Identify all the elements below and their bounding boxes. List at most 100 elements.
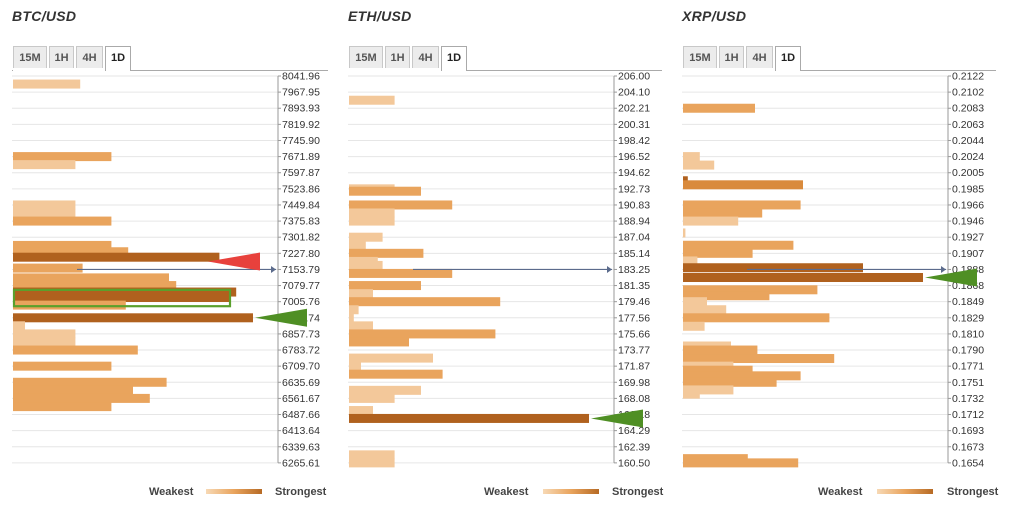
xrp-legend-strongest: Strongest bbox=[947, 486, 999, 498]
eth-price-label: 185.14 bbox=[618, 248, 650, 260]
xrp-tab-1d[interactable]: 1D bbox=[775, 46, 801, 71]
btc-price-label: 7227.80 bbox=[282, 248, 320, 260]
eth-price-label: 169.98 bbox=[618, 377, 650, 389]
btc-confluence-bar bbox=[13, 377, 167, 387]
btc-price-label: 6561.67 bbox=[282, 393, 320, 405]
btc-price-label: 7893.93 bbox=[282, 103, 320, 115]
xrp-price-label: 0.2102 bbox=[952, 87, 984, 99]
btc-confluence-bar bbox=[13, 402, 112, 412]
eth-price-label: 179.46 bbox=[618, 296, 650, 308]
btc-tab-1d[interactable]: 1D bbox=[105, 46, 131, 71]
eth-confluence-bar bbox=[349, 305, 359, 315]
eth-legend-weakest: Weakest bbox=[484, 486, 529, 498]
btc-price-label: 7597.87 bbox=[282, 167, 320, 179]
eth-price-label: 168.08 bbox=[618, 393, 650, 405]
eth-price-label: 164.29 bbox=[618, 425, 650, 437]
xrp-confluence-bar bbox=[683, 354, 835, 364]
xrp-price-label: 0.1712 bbox=[952, 409, 984, 421]
btc-price-label: 7745.90 bbox=[282, 135, 320, 147]
btc-legend-gradient bbox=[206, 489, 262, 494]
eth-price-label: 188.94 bbox=[618, 216, 650, 228]
xrp-confluence-bar bbox=[683, 160, 715, 170]
btc-confluence-bar bbox=[13, 263, 83, 273]
eth-confluence-bar bbox=[349, 329, 496, 339]
eth-legend-gradient bbox=[543, 489, 599, 494]
eth-confluence-bar bbox=[349, 450, 395, 460]
btc-highlight-box bbox=[12, 288, 232, 308]
eth-confluence-bar bbox=[349, 385, 421, 395]
xrp-price-label: 0.1771 bbox=[952, 361, 984, 373]
eth-tab-15m[interactable]: 15M bbox=[349, 46, 383, 68]
btc-confluence-bar bbox=[13, 321, 25, 331]
xrp-price-label: 0.1732 bbox=[952, 393, 984, 405]
btc-price-label: 7153.79 bbox=[282, 264, 320, 276]
eth-confluence-bar bbox=[349, 95, 395, 105]
xrp-tab-1h[interactable]: 1H bbox=[719, 46, 744, 68]
btc-confluence-bar bbox=[13, 200, 76, 210]
xrp-confluence-bar bbox=[683, 345, 758, 355]
btc-price-label: 7523.86 bbox=[282, 183, 320, 195]
btc-price-label: 6339.63 bbox=[282, 441, 320, 453]
xrp-confluence-bar bbox=[683, 208, 763, 218]
btc-legend-strongest: Strongest bbox=[275, 486, 327, 498]
btc-confluence-bar bbox=[13, 216, 112, 226]
btc-price-label: 7967.95 bbox=[282, 87, 320, 99]
btc-confluence-bar bbox=[13, 345, 138, 355]
xrp-price-label: 0.1849 bbox=[952, 296, 984, 308]
btc-confluence-bar bbox=[13, 208, 76, 218]
xrp-tab-15m[interactable]: 15M bbox=[683, 46, 717, 68]
btc-price-label: 7005.76 bbox=[282, 296, 320, 308]
btc-tab-15m[interactable]: 15M bbox=[13, 46, 47, 68]
eth-green-arrow bbox=[591, 409, 643, 428]
btc-price-label: 7449.84 bbox=[282, 199, 320, 211]
eth-price-label: 206.00 bbox=[618, 71, 650, 83]
btc-price-label: 6709.70 bbox=[282, 361, 320, 373]
btc-confluence-bar bbox=[13, 252, 220, 262]
btc-title: BTC/USD bbox=[12, 8, 77, 24]
eth-confluence-bar bbox=[349, 413, 589, 423]
btc-tab-4h[interactable]: 4H bbox=[76, 46, 103, 68]
xrp-price-label: 0.1751 bbox=[952, 377, 984, 389]
eth-tab-1d[interactable]: 1D bbox=[441, 46, 467, 71]
eth-price-label: 192.73 bbox=[618, 183, 650, 195]
eth-confluence-bar bbox=[349, 216, 395, 226]
eth-confluence-bar bbox=[349, 289, 373, 299]
btc-tab-underline bbox=[131, 70, 328, 71]
xrp-price-label: 0.1966 bbox=[952, 199, 984, 211]
xrp-confluence-bar bbox=[683, 313, 830, 323]
btc-price-label: 6265.61 bbox=[282, 457, 320, 469]
xrp-price-label: 0.2063 bbox=[952, 119, 984, 131]
xrp-confluence-bar bbox=[683, 321, 705, 331]
xrp-green-arrow bbox=[925, 268, 977, 287]
btc-confluence-bar bbox=[13, 292, 229, 302]
xrp-tab-underline bbox=[801, 70, 996, 71]
btc-panel: BTC/USD 15M 1H 4H 1D 8041.96 7967.95 7893.… bbox=[12, 0, 342, 515]
xrp-price-label: 0.2005 bbox=[952, 167, 984, 179]
btc-confluence-bar bbox=[13, 393, 150, 403]
xrp-price-label: 0.1810 bbox=[952, 328, 984, 340]
btc-confluence-bar bbox=[13, 160, 76, 170]
eth-tab-1h[interactable]: 1H bbox=[385, 46, 410, 68]
xrp-price-label: 0.2083 bbox=[952, 103, 984, 115]
xrp-confluence-bar bbox=[683, 263, 863, 273]
eth-confluence-bar bbox=[349, 200, 453, 210]
btc-tab-underline-left bbox=[12, 70, 13, 71]
eth-confluence-bar bbox=[349, 353, 433, 363]
btc-confluence-bar bbox=[13, 329, 76, 339]
eth-price-label: 190.83 bbox=[618, 199, 650, 211]
btc-tab-1h[interactable]: 1H bbox=[49, 46, 74, 68]
xrp-confluence-bar bbox=[683, 228, 686, 238]
btc-confluence-bar bbox=[13, 337, 76, 347]
eth-price-label: 175.66 bbox=[618, 328, 650, 340]
xrp-tab-4h[interactable]: 4H bbox=[746, 46, 773, 68]
btc-price-label: 6635.69 bbox=[282, 377, 320, 389]
btc-price-label: 6487.66 bbox=[282, 409, 320, 421]
eth-price-label: 173.77 bbox=[618, 345, 650, 357]
xrp-price-label: 0.2044 bbox=[952, 135, 984, 147]
eth-tab-4h[interactable]: 4H bbox=[412, 46, 439, 68]
xrp-confluence-bar bbox=[683, 285, 818, 295]
xrp-confluence-bar bbox=[683, 103, 755, 113]
eth-confluence-bar bbox=[349, 281, 421, 291]
xrp-price-label: 0.1693 bbox=[952, 425, 984, 437]
eth-tab-underline bbox=[467, 70, 662, 71]
